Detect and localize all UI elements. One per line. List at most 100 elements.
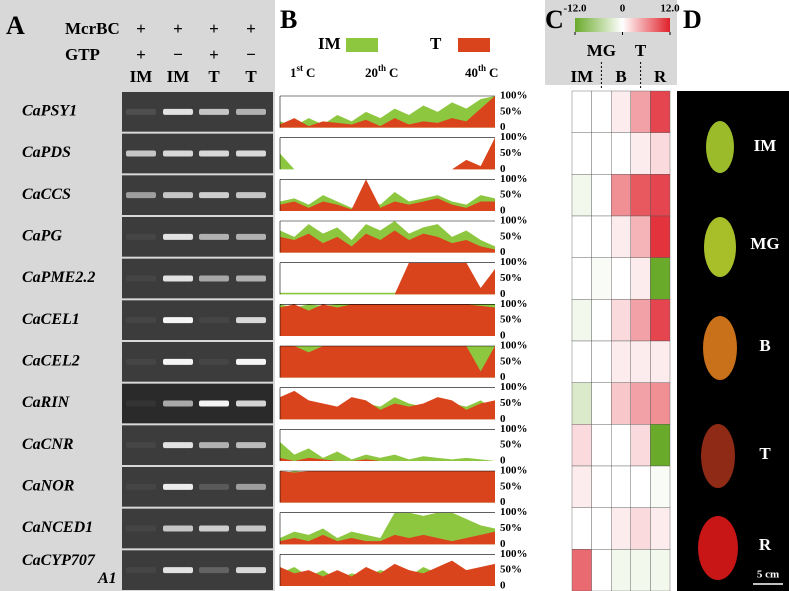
treatment-mark: + (173, 19, 183, 38)
colorbar (575, 18, 670, 32)
heat-cell (611, 174, 632, 217)
heat-cell (571, 465, 592, 508)
position-num: 1 (290, 65, 297, 80)
gel-band (236, 108, 266, 115)
gel-band (236, 317, 266, 324)
gel-band (236, 483, 266, 490)
panel-c-bg (545, 0, 677, 85)
gel-band (126, 525, 156, 532)
heat-cell (591, 215, 612, 258)
axis-label: 100% (500, 465, 528, 477)
gel-band (126, 442, 156, 449)
gel-band (199, 108, 229, 115)
heat-cell (630, 507, 651, 550)
gene-name: A1 (97, 570, 117, 587)
heat-cell (611, 382, 632, 425)
axis-label: 100% (500, 548, 528, 560)
axis-label: 50% (500, 105, 522, 117)
heat-cell (591, 382, 612, 425)
t-area (280, 179, 495, 211)
gel-band (236, 442, 266, 449)
t-area (280, 531, 495, 545)
position-sup: th (478, 63, 486, 73)
heat-cell (611, 257, 632, 300)
heat-cell (571, 215, 592, 258)
peppers (698, 121, 783, 585)
panel-label: A (6, 11, 25, 40)
gel-band (163, 525, 193, 532)
t-area (280, 304, 495, 336)
heat-cell (630, 90, 651, 133)
heat-cell (591, 424, 612, 467)
panel-label: C (545, 5, 564, 34)
heat-cell (591, 90, 612, 133)
t-area (280, 390, 495, 420)
gel-band (199, 567, 229, 574)
axis-label: 0 (500, 371, 506, 383)
heat-cell (650, 299, 671, 342)
gel-band (199, 150, 229, 157)
gel-band (236, 192, 266, 199)
position-sup: st (297, 63, 304, 73)
heat-cell (630, 132, 651, 175)
heat-cell (611, 340, 632, 383)
gel-band (163, 358, 193, 365)
heat-cell (571, 340, 592, 383)
axis-label: 100% (500, 215, 528, 227)
gene-name: CaCYP707 (22, 552, 96, 569)
t-area (280, 457, 495, 461)
heat-cell (630, 215, 651, 258)
position-label: 40th C (465, 63, 498, 80)
gel-band (126, 108, 156, 115)
im-area (280, 442, 495, 461)
gel-band (163, 233, 193, 240)
gel-band (126, 358, 156, 365)
gene-name: CaPDS (22, 144, 71, 161)
heat-cell (630, 299, 651, 342)
gene-name: CaCEL1 (22, 311, 80, 328)
position-num: 40 (465, 65, 478, 80)
gel-band (199, 400, 229, 407)
axis-label: 0 (500, 121, 506, 133)
gel-band (126, 150, 156, 157)
heat-cell (650, 549, 671, 591)
treatment-mark: + (209, 45, 219, 64)
heat-cell (591, 507, 612, 550)
stage-label: R (759, 535, 772, 554)
heat-cell (630, 424, 651, 467)
gel-band (163, 442, 193, 449)
position-label: 20th C (365, 63, 398, 80)
gel-band (236, 400, 266, 407)
gel-band (236, 275, 266, 282)
heat-cell (611, 90, 632, 133)
gene-name: CaCEL2 (22, 353, 80, 370)
heat-cell (571, 90, 592, 133)
gel-band (126, 483, 156, 490)
t-area (280, 230, 495, 253)
heat-cell (650, 174, 671, 217)
axis-label: 0 (500, 413, 506, 425)
colorbar-label: 12.0 (660, 3, 680, 15)
t-area (280, 262, 495, 295)
heat-cell (591, 257, 612, 300)
stage-label: T (759, 444, 771, 463)
stage-label: MG (587, 41, 616, 60)
lane-label: T (208, 67, 220, 86)
heat-cell (630, 174, 651, 217)
axis-label: 50% (500, 272, 522, 284)
heat-cell (591, 299, 612, 342)
heat-cell (591, 174, 612, 217)
axis-label: 50% (500, 564, 522, 576)
heat-cell (571, 507, 592, 550)
axis-label: 100% (500, 131, 528, 143)
heat-cell (591, 465, 612, 508)
heat-cell (630, 257, 651, 300)
gel-band (199, 275, 229, 282)
axis-label: 0 (500, 330, 506, 342)
panel-label: D (683, 5, 702, 34)
lane-label: T (245, 67, 257, 86)
t-area (280, 137, 495, 170)
heat-cell (650, 90, 671, 133)
position-unit: C (389, 65, 398, 80)
